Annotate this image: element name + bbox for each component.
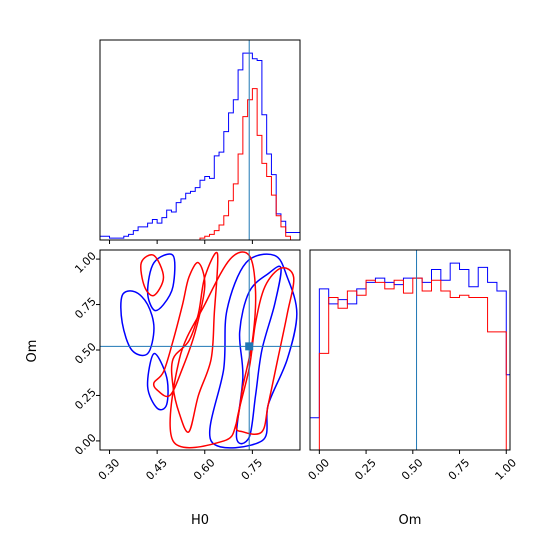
om-axis-tick-label-4: 1.00: [72, 249, 99, 276]
om-marginal-axis-tick-label-3: 0.75: [446, 456, 473, 483]
om-axis-tick-label-3: 0.75: [72, 295, 99, 322]
contour-series_b-4: [169, 251, 257, 449]
h0-axis-tick-label-0: 0.30: [96, 456, 123, 483]
contour-series_a-1: [120, 290, 155, 357]
contour-series_b-0: [140, 254, 165, 297]
h0-axis-tick-label-1: 0.45: [143, 456, 170, 483]
h0-hist-series_b-step: [100, 88, 300, 241]
om-axis-tick-label-0: 0.00: [72, 431, 99, 458]
h0-axis-tick-label-3: 0.75: [239, 456, 266, 483]
om-hist-series_a-step: [309, 262, 511, 450]
x-axis-label-om: Om: [399, 513, 422, 528]
x-axis-label-h0: H0: [191, 513, 209, 528]
h0-marginal-panel: [99, 39, 301, 244]
h0-marginal-frame: [99, 39, 301, 241]
om-axis-tick-label-2: 0.50: [72, 340, 99, 367]
h0-hist-series_a-step: [99, 52, 301, 240]
contour-series_a-3: [235, 265, 282, 445]
y-axis-label-om: Om: [25, 340, 40, 363]
om-marginal-axis-tick-label-4: 1.00: [493, 456, 520, 483]
contour-series_b-3: [235, 267, 295, 435]
om-axis-tick-label-1: 0.25: [72, 386, 99, 413]
truth-marker: [245, 342, 254, 351]
h0-axis-tick-label-2: 0.60: [191, 456, 218, 483]
contour-series_b-2: [152, 261, 206, 398]
om-marginal-axis-tick-label-1: 0.25: [352, 456, 379, 483]
contour-series_a-0: [146, 253, 176, 312]
om-marginal-axis-tick-label-0: 0.00: [306, 456, 333, 483]
h0-om-joint-panel: 0.30 0.45 0.60 0.75 0.00 0.25 0.50 0.75 1.00: [72, 249, 301, 483]
contour-series_a-2: [146, 352, 169, 411]
om-marginal-axis-tick-label-2: 0.50: [399, 456, 426, 483]
contour-group: [120, 251, 298, 449]
om-marginal-frame: [309, 249, 511, 451]
om-hist-series_b-step: [310, 277, 510, 451]
contour-series_b-1: [170, 251, 219, 433]
om-marginal-panel: 0.00 0.25 0.50 0.75 1.00: [306, 249, 520, 483]
joint-frame: [99, 249, 301, 451]
